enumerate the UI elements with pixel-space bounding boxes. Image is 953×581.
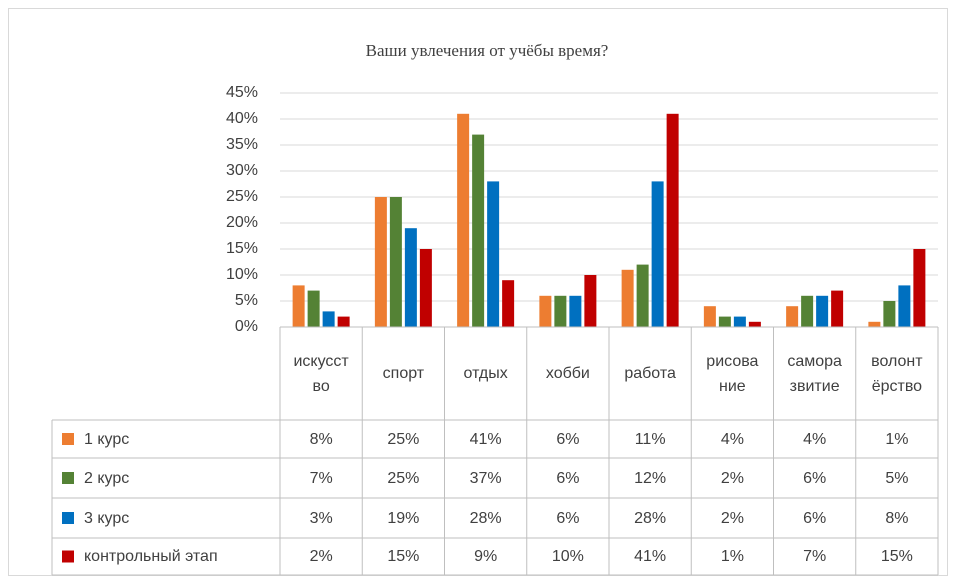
bar (666, 113, 679, 327)
legend-swatch (62, 472, 74, 484)
legend-swatch (62, 550, 74, 563)
table-value: 2% (720, 509, 744, 527)
table-value: 28% (469, 509, 502, 527)
category-label: саморазвитие (787, 352, 842, 395)
bar (831, 290, 844, 327)
bar (487, 181, 500, 327)
y-tick-label: 40% (226, 110, 258, 127)
table-value: 19% (387, 509, 420, 527)
table-value: 41% (469, 430, 502, 448)
table-value: 25% (387, 430, 420, 448)
legend-label: 3 курс (84, 509, 130, 527)
y-tick-label: 0% (235, 318, 258, 335)
table-value: 6% (556, 469, 580, 487)
bar (569, 295, 582, 327)
bar (292, 285, 305, 327)
bar (337, 316, 350, 327)
table-value: 11% (634, 430, 666, 448)
table-value: 10% (551, 548, 584, 565)
bar (554, 295, 567, 327)
table-value: 9% (474, 548, 498, 565)
table-value: 12% (634, 469, 667, 487)
bar (404, 228, 417, 327)
table-value: 6% (556, 430, 580, 448)
y-tick-label: 35% (226, 136, 258, 153)
table-value: 6% (803, 469, 827, 487)
bar (636, 264, 649, 327)
table-value: 15% (387, 548, 420, 565)
bar (651, 181, 664, 327)
category-label: рисование (706, 352, 759, 395)
bar (502, 280, 515, 327)
legend-swatch (62, 433, 74, 445)
table-value: 6% (556, 509, 580, 527)
y-tick-label: 45% (226, 84, 258, 101)
table-value: 2% (720, 469, 744, 487)
bar (472, 134, 485, 327)
table-value: 25% (387, 469, 420, 487)
category-label: волонтёрство (871, 352, 923, 395)
bar (307, 290, 320, 327)
bar (801, 295, 814, 327)
table-value: 2% (309, 548, 333, 565)
bar (539, 295, 552, 327)
table-value: 7% (309, 469, 333, 487)
table-value: 41% (634, 548, 667, 565)
legend-label: контрольный этап (84, 548, 218, 565)
bar (883, 301, 896, 327)
bar (786, 306, 799, 327)
table-value: 1% (720, 548, 744, 565)
table-value: 1% (885, 430, 909, 448)
table-value: 15% (880, 548, 913, 565)
bar (419, 249, 432, 327)
bar (457, 113, 470, 327)
legend-swatch (62, 512, 74, 524)
y-tick-label: 20% (226, 214, 258, 231)
y-tick-label: 15% (226, 240, 258, 257)
bar (898, 285, 911, 327)
legend-label: 2 курс (84, 469, 130, 487)
bar (913, 249, 926, 327)
table-value: 3% (309, 509, 333, 527)
bar (703, 306, 716, 327)
bar (389, 197, 402, 327)
table-value: 6% (803, 509, 827, 527)
category-label: хобби (545, 365, 590, 382)
table-value: 4% (803, 430, 827, 448)
chart-title: Ваши увлечения от учёбы время? (366, 41, 609, 60)
bar (733, 316, 746, 327)
category-label: работа (624, 365, 676, 382)
bar (621, 269, 634, 327)
table-value: 37% (469, 469, 502, 487)
table-value: 5% (885, 469, 909, 487)
bar (718, 316, 731, 327)
category-label: отдых (463, 365, 508, 382)
table-value: 7% (803, 548, 827, 565)
y-tick-label: 5% (235, 292, 258, 309)
table-value: 28% (634, 509, 667, 527)
bar (868, 321, 881, 327)
category-label: спорт (382, 365, 425, 382)
legend-label: 1 курс (84, 430, 130, 448)
bar (816, 295, 829, 327)
y-tick-label: 10% (226, 266, 258, 283)
bar (322, 311, 335, 327)
category-label: искусство (293, 352, 349, 395)
table-value: 4% (720, 430, 744, 448)
table-value: 8% (885, 509, 909, 527)
y-tick-label: 30% (226, 162, 258, 179)
y-tick-label: 25% (226, 188, 258, 205)
table-value: 8% (309, 430, 333, 448)
bar (584, 275, 597, 327)
bar (748, 321, 761, 327)
bar (374, 197, 387, 327)
